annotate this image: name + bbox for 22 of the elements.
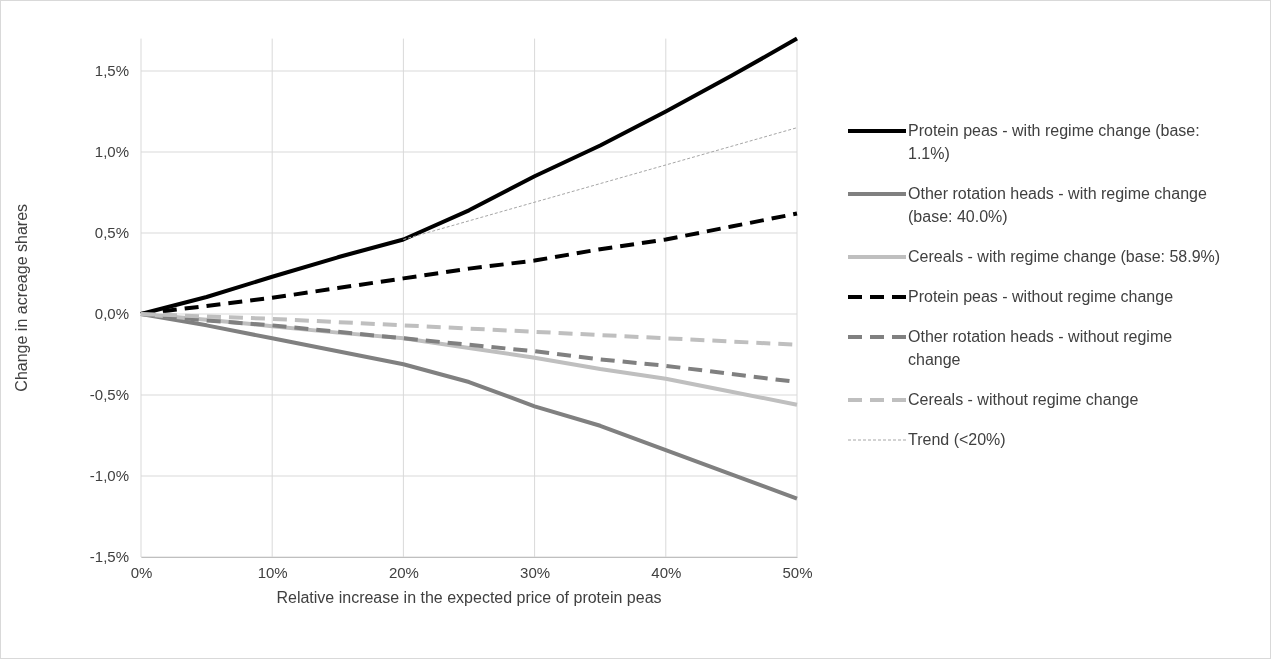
legend-label: Other rotation heads - without regime change [908, 328, 1173, 368]
x-tick-label: 20% [388, 563, 419, 581]
x-tick-label: 50% [782, 563, 813, 581]
y-axis-title: Change in acreage shares [13, 203, 30, 392]
legend-label: Protein peas - with regime change (base: 1.1%) [908, 122, 1200, 162]
x-tick-label: 0% [130, 563, 153, 581]
x-tick-label: 40% [651, 563, 682, 581]
y-tick-label: -1,0% [89, 467, 129, 485]
legend-label: Cereals - without regime change [908, 391, 1139, 408]
y-tick-label: 0,0% [94, 305, 129, 323]
y-tick-label: 0,5% [94, 224, 129, 242]
legend-label: Cereals - with regime change (base: 58.9%) [908, 248, 1221, 265]
x-tick-label: 30% [520, 563, 551, 581]
y-tick-label: -1,5% [89, 548, 129, 566]
x-axis-title: Relative increase in the expected price of protein peas [276, 589, 662, 606]
y-tick-label: -0,5% [89, 386, 129, 404]
y-tick-label: 1,0% [94, 143, 129, 161]
legend-label: Protein peas - without regime change [908, 288, 1174, 305]
legend-label: Trend (<20%) [908, 431, 1006, 448]
legend-label: Other rotation heads - with regime change (base: 40.0%) [908, 185, 1207, 225]
y-tick-label: 1,5% [94, 62, 129, 80]
x-tick-label: 10% [257, 563, 288, 581]
